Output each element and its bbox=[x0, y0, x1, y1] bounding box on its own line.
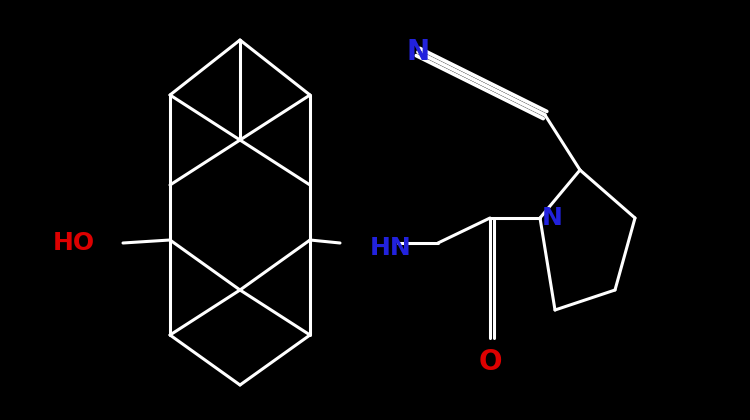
Text: N: N bbox=[542, 206, 562, 230]
Text: O: O bbox=[478, 348, 502, 376]
Text: HO: HO bbox=[53, 231, 95, 255]
Text: N: N bbox=[406, 38, 430, 66]
Text: HN: HN bbox=[370, 236, 412, 260]
